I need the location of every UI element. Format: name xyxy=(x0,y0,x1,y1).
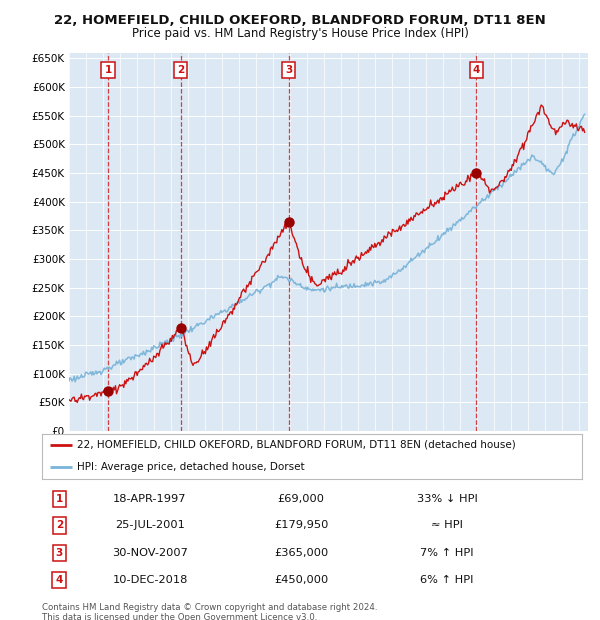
Text: 6% ↑ HPI: 6% ↑ HPI xyxy=(420,575,474,585)
Text: 4: 4 xyxy=(473,65,480,75)
Text: 18-APR-1997: 18-APR-1997 xyxy=(113,494,187,503)
Text: 22, HOMEFIELD, CHILD OKEFORD, BLANDFORD FORUM, DT11 8EN (detached house): 22, HOMEFIELD, CHILD OKEFORD, BLANDFORD … xyxy=(77,440,516,450)
Text: 25-JUL-2001: 25-JUL-2001 xyxy=(115,520,185,531)
Text: 3: 3 xyxy=(56,548,63,558)
Text: 10-DEC-2018: 10-DEC-2018 xyxy=(112,575,188,585)
Text: 33% ↓ HPI: 33% ↓ HPI xyxy=(416,494,478,503)
Text: ≈ HPI: ≈ HPI xyxy=(431,520,463,531)
Text: £69,000: £69,000 xyxy=(278,494,325,503)
Text: 2: 2 xyxy=(177,65,184,75)
Text: 3: 3 xyxy=(285,65,292,75)
Text: £450,000: £450,000 xyxy=(274,575,328,585)
Text: 4: 4 xyxy=(56,575,63,585)
Text: Contains HM Land Registry data © Crown copyright and database right 2024.
This d: Contains HM Land Registry data © Crown c… xyxy=(42,603,377,620)
Text: 30-NOV-2007: 30-NOV-2007 xyxy=(112,548,188,558)
Text: HPI: Average price, detached house, Dorset: HPI: Average price, detached house, Dors… xyxy=(77,462,305,472)
Text: 1: 1 xyxy=(104,65,112,75)
Text: 7% ↑ HPI: 7% ↑ HPI xyxy=(420,548,474,558)
Text: 22, HOMEFIELD, CHILD OKEFORD, BLANDFORD FORUM, DT11 8EN: 22, HOMEFIELD, CHILD OKEFORD, BLANDFORD … xyxy=(54,14,546,27)
Text: Price paid vs. HM Land Registry's House Price Index (HPI): Price paid vs. HM Land Registry's House … xyxy=(131,27,469,40)
Text: 1: 1 xyxy=(56,494,63,503)
Text: £179,950: £179,950 xyxy=(274,520,328,531)
Text: £365,000: £365,000 xyxy=(274,548,328,558)
Text: 2: 2 xyxy=(56,520,63,531)
